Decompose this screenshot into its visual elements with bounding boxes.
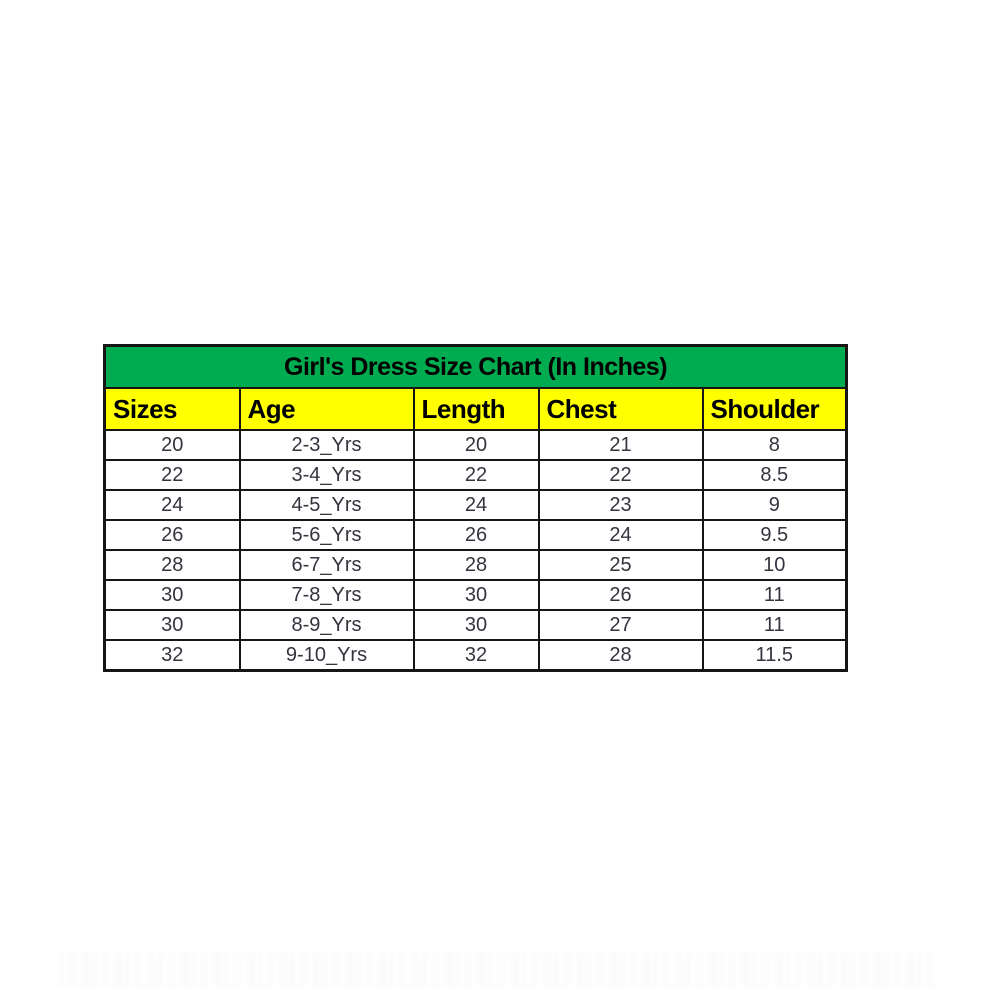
- table-cell: 32: [103, 639, 241, 672]
- table-cell: 2-3_Yrs: [238, 429, 415, 461]
- table-cell: 8.5: [701, 459, 848, 491]
- table-row: 24 4-5_Yrs 24 23 9: [103, 489, 848, 521]
- table-cell: 8: [701, 429, 848, 461]
- table-cell: 20: [412, 429, 540, 461]
- table-cell: 30: [103, 579, 241, 611]
- table-cell: 22: [412, 459, 540, 491]
- column-header-chest: Chest: [537, 387, 704, 431]
- table-cell: 26: [537, 579, 704, 611]
- table-cell: 25: [537, 549, 704, 581]
- table-cell: 30: [412, 609, 540, 641]
- table-cell: 28: [412, 549, 540, 581]
- table-cell: 26: [412, 519, 540, 551]
- table-cell: 9: [701, 489, 848, 521]
- table-cell: 26: [103, 519, 241, 551]
- table-row: 28 6-7_Yrs 28 25 10: [103, 549, 848, 581]
- table-cell: 10: [701, 549, 848, 581]
- table-cell: 9-10_Yrs: [238, 639, 415, 672]
- table-cell: 21: [537, 429, 704, 461]
- size-chart-body: 20 2-3_Yrs 20 21 8 22 3-4_Yrs 22 22 8.5 …: [103, 429, 848, 672]
- table-row: 20 2-3_Yrs 20 21 8: [103, 429, 848, 461]
- column-header-length: Length: [412, 387, 540, 431]
- size-chart-container: Girl's Dress Size Chart (In Inches) Size…: [103, 344, 849, 672]
- table-cell: 3-4_Yrs: [238, 459, 415, 491]
- table-cell: 4-5_Yrs: [238, 489, 415, 521]
- table-cell: 11: [701, 579, 848, 611]
- table-cell: 28: [103, 549, 241, 581]
- table-cell: 22: [537, 459, 704, 491]
- table-row: 30 7-8_Yrs 30 26 11: [103, 579, 848, 611]
- table-cell: 8-9_Yrs: [238, 609, 415, 641]
- table-cell: 5-6_Yrs: [238, 519, 415, 551]
- table-cell: 9.5: [701, 519, 848, 551]
- table-cell: 6-7_Yrs: [238, 549, 415, 581]
- table-row: 30 8-9_Yrs 30 27 11: [103, 609, 848, 641]
- chart-title: Girl's Dress Size Chart (In Inches): [103, 344, 848, 389]
- table-cell: 24: [103, 489, 241, 521]
- table-cell: 11: [701, 609, 848, 641]
- table-cell: 24: [537, 519, 704, 551]
- column-header-row: Sizes Age Length Chest Shoulder: [103, 387, 848, 431]
- table-row: 32 9-10_Yrs 32 28 11.5: [103, 639, 848, 672]
- table-row: 22 3-4_Yrs 22 22 8.5: [103, 459, 848, 491]
- table-cell: 30: [103, 609, 241, 641]
- table-cell: 32: [412, 639, 540, 672]
- table-cell: 22: [103, 459, 241, 491]
- faint-watermark-artifact: [60, 952, 940, 988]
- column-header-age: Age: [238, 387, 415, 431]
- table-cell: 28: [537, 639, 704, 672]
- size-chart-table: Girl's Dress Size Chart (In Inches) Size…: [103, 344, 849, 672]
- table-cell: 23: [537, 489, 704, 521]
- table-cell: 30: [412, 579, 540, 611]
- table-cell: 20: [103, 429, 241, 461]
- column-header-sizes: Sizes: [103, 387, 241, 431]
- table-cell: 7-8_Yrs: [238, 579, 415, 611]
- column-header-shoulder: Shoulder: [701, 387, 848, 431]
- table-row: 26 5-6_Yrs 26 24 9.5: [103, 519, 848, 551]
- table-cell: 27: [537, 609, 704, 641]
- table-cell: 11.5: [701, 639, 848, 672]
- table-cell: 24: [412, 489, 540, 521]
- title-row: Girl's Dress Size Chart (In Inches): [103, 344, 848, 389]
